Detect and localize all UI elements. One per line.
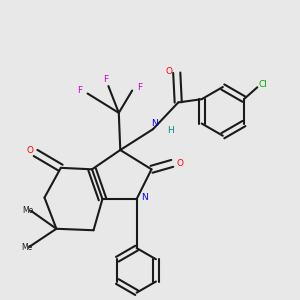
Text: N: N	[151, 119, 158, 128]
Text: Cl: Cl	[258, 80, 267, 89]
Text: Me: Me	[21, 243, 32, 252]
Text: Me: Me	[22, 206, 34, 215]
Text: O: O	[176, 159, 183, 168]
Text: N: N	[142, 193, 148, 202]
Text: O: O	[166, 67, 173, 76]
Text: F: F	[103, 75, 109, 84]
Text: F: F	[137, 83, 142, 92]
Text: H: H	[167, 126, 174, 135]
Text: F: F	[78, 86, 83, 95]
Text: O: O	[26, 146, 33, 154]
